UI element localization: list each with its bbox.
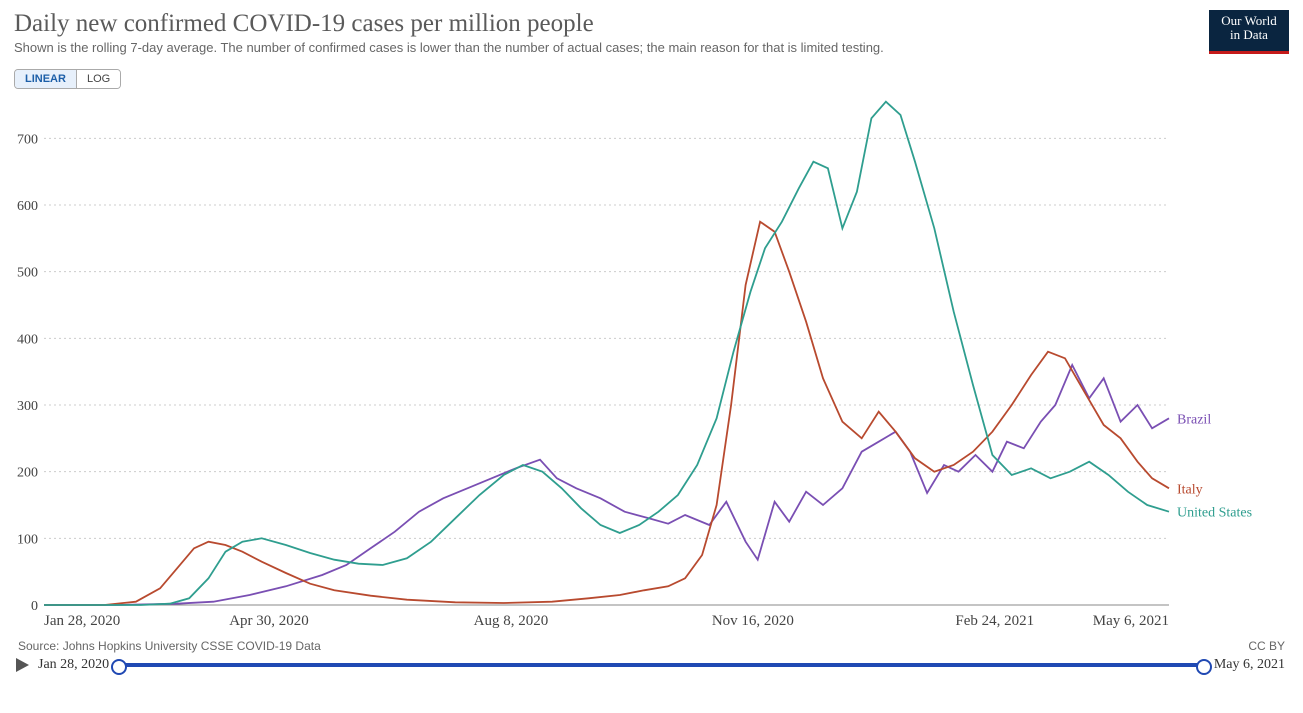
- svg-text:Feb 24, 2021: Feb 24, 2021: [955, 613, 1034, 629]
- timeline-rail: [117, 663, 1206, 667]
- timeline-start-label: Jan 28, 2020: [38, 657, 109, 673]
- svg-text:300: 300: [17, 399, 38, 414]
- svg-text:600: 600: [17, 199, 38, 214]
- svg-text:United States: United States: [1177, 506, 1252, 521]
- logo-line-2: in Data: [1230, 27, 1268, 42]
- svg-text:400: 400: [17, 332, 38, 347]
- chart-container: Daily new confirmed COVID-19 cases per m…: [0, 0, 1303, 713]
- line-chart: 0 100 200 300 400 500 600 700 Jan 28, 2020 Apr 30…: [14, 95, 1289, 635]
- timeline-handle-start[interactable]: [111, 659, 127, 675]
- svg-text:700: 700: [17, 132, 38, 147]
- chart-subtitle: Shown is the rolling 7-day average. The …: [14, 40, 1289, 55]
- svg-text:Apr 30, 2020: Apr 30, 2020: [229, 613, 309, 629]
- timeline: Jan 28, 2020 May 6, 2021: [14, 657, 1289, 673]
- source-label: Source: Johns Hopkins University CSSE CO…: [18, 639, 321, 653]
- chart-title: Daily new confirmed COVID-19 cases per m…: [14, 10, 1289, 38]
- chart-area: 0 100 200 300 400 500 600 700 Jan 28, 2020 Apr 30…: [14, 95, 1289, 635]
- license-label[interactable]: CC BY: [1248, 639, 1285, 653]
- timeline-slider[interactable]: [117, 658, 1206, 672]
- linear-scale-button[interactable]: LINEAR: [15, 70, 77, 88]
- svg-text:500: 500: [17, 266, 38, 281]
- timeline-end-label: May 6, 2021: [1214, 657, 1285, 673]
- chart-footer: Source: Johns Hopkins University CSSE CO…: [14, 639, 1289, 653]
- play-icon: [14, 657, 30, 673]
- timeline-handle-end[interactable]: [1196, 659, 1212, 675]
- svg-text:Nov 16, 2020: Nov 16, 2020: [712, 613, 794, 629]
- owid-logo[interactable]: Our World in Data: [1209, 10, 1289, 54]
- svg-text:Brazil: Brazil: [1177, 412, 1211, 427]
- play-button[interactable]: [14, 657, 30, 673]
- scale-toggle: LINEAR LOG: [14, 69, 121, 89]
- svg-text:Italy: Italy: [1177, 482, 1203, 497]
- svg-text:Aug 8, 2020: Aug 8, 2020: [474, 613, 549, 629]
- log-scale-button[interactable]: LOG: [77, 70, 120, 88]
- svg-text:May 6, 2021: May 6, 2021: [1093, 613, 1169, 629]
- svg-text:Jan 28, 2020: Jan 28, 2020: [44, 613, 120, 629]
- header: Daily new confirmed COVID-19 cases per m…: [14, 10, 1289, 55]
- svg-text:200: 200: [17, 466, 38, 481]
- svg-text:100: 100: [17, 532, 38, 547]
- svg-text:0: 0: [31, 599, 38, 614]
